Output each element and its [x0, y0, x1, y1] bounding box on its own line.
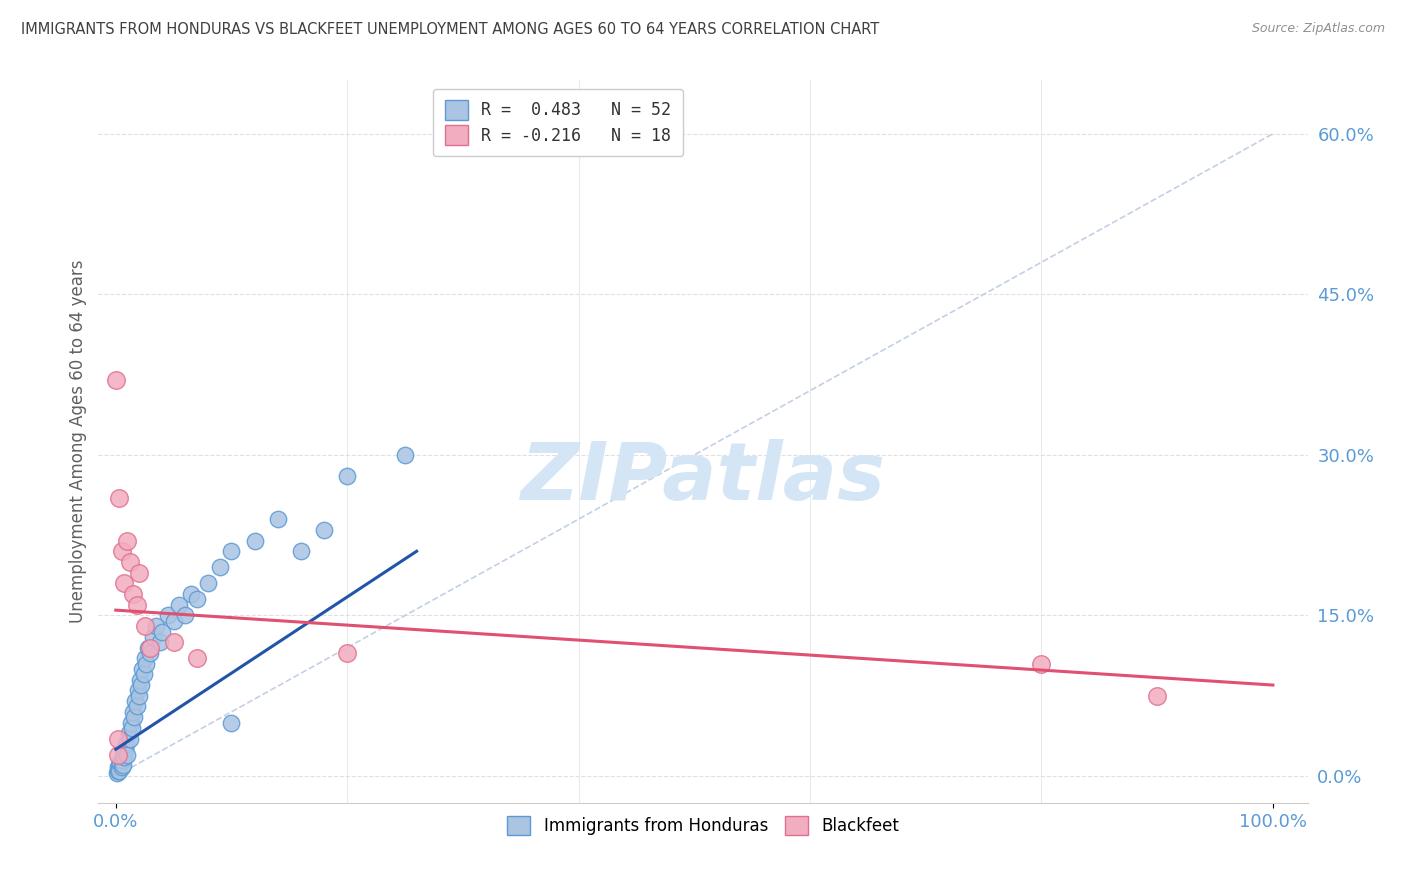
Point [180, 587, 202, 601]
Point [107, 758, 129, 772]
Point [115, 737, 138, 751]
Point [110, 760, 132, 774]
Point [149, 635, 172, 649]
Point [162, 635, 184, 649]
Point [129, 678, 152, 692]
Point [174, 608, 197, 623]
Point [139, 646, 162, 660]
Point [1146, 689, 1168, 703]
Point [117, 533, 139, 548]
Point [139, 640, 162, 655]
Point [124, 694, 146, 708]
Point [107, 760, 129, 774]
Point [169, 598, 191, 612]
Point [208, 560, 231, 574]
Text: ZIPatlas: ZIPatlas [520, 439, 886, 516]
Point [105, 373, 128, 387]
Point [145, 619, 167, 633]
Point [108, 764, 131, 778]
Point [107, 747, 129, 762]
Point [108, 491, 131, 505]
Point [128, 689, 150, 703]
Point [150, 624, 173, 639]
Point [186, 592, 208, 607]
Point [110, 544, 132, 558]
Point [336, 646, 359, 660]
Point [336, 469, 359, 483]
Point [243, 533, 266, 548]
Point [267, 512, 290, 526]
Point [290, 544, 312, 558]
Point [111, 753, 134, 767]
Point [105, 765, 128, 780]
Point [135, 657, 157, 671]
Legend: Immigrants from Honduras, Blackfeet: Immigrants from Honduras, Blackfeet [496, 805, 910, 845]
Point [124, 710, 146, 724]
Point [121, 721, 143, 735]
Text: Source: ZipAtlas.com: Source: ZipAtlas.com [1251, 22, 1385, 36]
Point [186, 651, 208, 665]
Point [156, 608, 179, 623]
Point [118, 731, 141, 746]
Point [112, 749, 135, 764]
Point [111, 747, 134, 762]
Point [136, 640, 159, 655]
Point [110, 756, 132, 771]
Point [394, 448, 416, 462]
Point [117, 726, 139, 740]
Point [122, 587, 145, 601]
Y-axis label: Unemployment Among Ages 60 to 64 years: Unemployment Among Ages 60 to 64 years [69, 260, 87, 624]
Point [128, 566, 150, 580]
Point [132, 667, 155, 681]
Point [129, 673, 152, 687]
Point [162, 614, 184, 628]
Point [131, 662, 153, 676]
Point [118, 555, 141, 569]
Point [134, 651, 156, 665]
Point [1031, 657, 1053, 671]
Point [112, 576, 135, 591]
Point [107, 731, 129, 746]
Point [117, 747, 139, 762]
Point [127, 683, 149, 698]
Point [142, 630, 165, 644]
Point [197, 576, 219, 591]
Point [112, 758, 135, 772]
Point [134, 619, 156, 633]
Point [221, 715, 243, 730]
Point [122, 705, 145, 719]
Point [107, 764, 129, 778]
Point [312, 523, 335, 537]
Text: IMMIGRANTS FROM HONDURAS VS BLACKFEET UNEMPLOYMENT AMONG AGES 60 TO 64 YEARS COR: IMMIGRANTS FROM HONDURAS VS BLACKFEET UN… [21, 22, 879, 37]
Point [221, 544, 243, 558]
Point [125, 598, 148, 612]
Point [125, 699, 148, 714]
Point [114, 742, 136, 756]
Point [120, 715, 142, 730]
